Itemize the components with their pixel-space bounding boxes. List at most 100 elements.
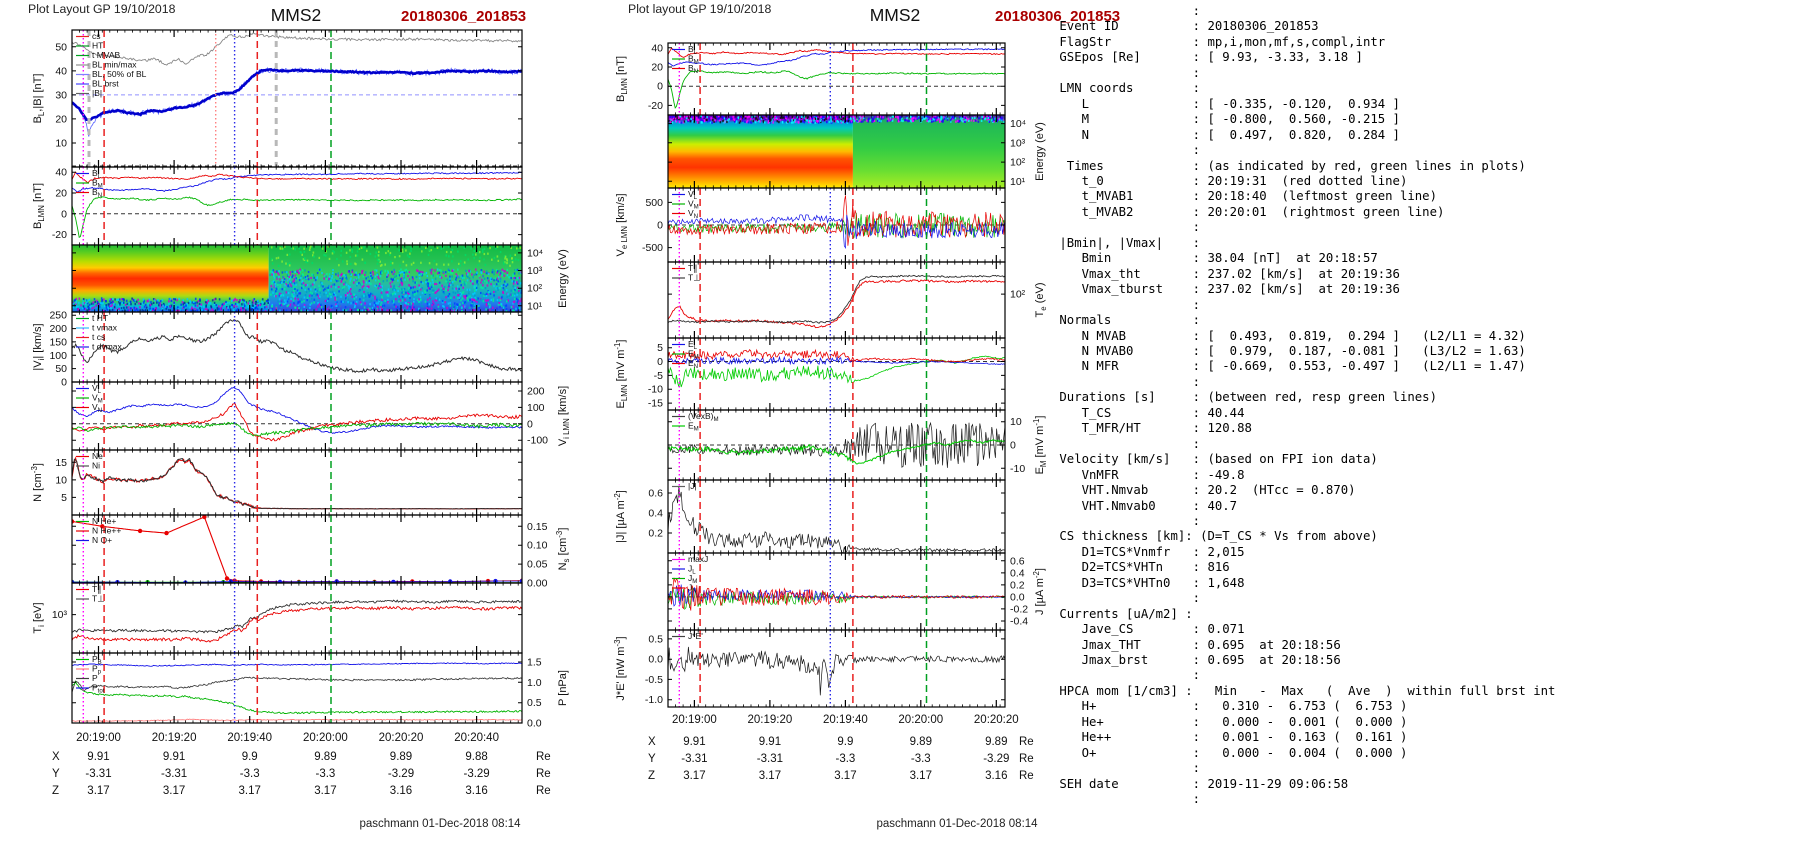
svg-text:N He++: N He++: [92, 526, 121, 536]
svg-text:BL: BL: [688, 44, 698, 56]
svg-text:EM: EM: [688, 349, 699, 361]
svg-text:0.5: 0.5: [648, 633, 663, 645]
svg-text:0: 0: [1010, 440, 1016, 452]
ephemeris-unit: Re: [536, 751, 551, 763]
svg-text:-5: -5: [654, 370, 663, 382]
svg-text:|J| [µA m-2]: |J| [µA m-2]: [613, 490, 627, 543]
svg-text:Energy (eV): Energy (eV): [557, 249, 569, 308]
x-axis-time-label: 20:19:40: [227, 732, 272, 744]
svg-text:t dvmax: t dvmax: [92, 342, 123, 352]
svg-text:10⁴: 10⁴: [1010, 118, 1026, 130]
svg-text:VN: VN: [92, 402, 102, 414]
svg-text:-20: -20: [648, 100, 663, 112]
ephemeris-value: 3.17: [910, 770, 932, 782]
svg-text:Ptot: Ptot: [92, 683, 105, 695]
ephemeris-value: -3.29: [983, 753, 1009, 765]
svg-text:VM: VM: [92, 393, 103, 405]
svg-text:20: 20: [55, 188, 67, 200]
svg-text:200: 200: [527, 386, 545, 398]
svg-text:10³: 10³: [1010, 137, 1026, 149]
ephemeris-value: -3.31: [681, 753, 707, 765]
svg-text:0: 0: [657, 81, 663, 93]
svg-text:Ns [cm-3]: Ns [cm-3]: [555, 528, 571, 571]
svg-text:BM: BM: [92, 178, 103, 190]
ephemeris-value: 3.17: [683, 770, 705, 782]
svg-text:0: 0: [527, 418, 533, 430]
svg-text:EN: EN: [688, 358, 698, 370]
svg-text:N [cm-3]: N [cm-3]: [30, 463, 44, 502]
x-axis-time-label: 20:20:40: [454, 732, 499, 744]
fig-left-layout-label: Plot Layout GP 19/10/2018: [28, 2, 176, 16]
ephemeris-value: 3.17: [314, 785, 336, 797]
svg-text:T⊥: T⊥: [92, 594, 105, 604]
svg-text:Ni: Ni: [92, 461, 100, 471]
svg-text:Vi LMN [km/s]: Vi LMN [km/s]: [557, 386, 571, 446]
panel-j-dot-e: 0.5 0.0 -0.5 -1.0 J*E' [nW m-3] J*E': [613, 629, 1006, 708]
svg-text:BM: BM: [688, 54, 699, 66]
svg-text:50: 50: [55, 363, 67, 375]
ephemeris-value: 9.91: [87, 751, 109, 763]
svg-text:10: 10: [55, 474, 67, 486]
svg-text:EL: EL: [688, 339, 698, 351]
svg-text:10⁴: 10⁴: [527, 247, 543, 259]
svg-text:0: 0: [61, 377, 67, 389]
fig-left-title: MMS2: [270, 5, 322, 25]
ephemeris-value: 3.17: [759, 770, 781, 782]
svg-text:Te (eV): Te (eV): [1034, 283, 1048, 318]
ephemeris-value: 9.91: [683, 736, 705, 748]
ephemeris-row-label: Y: [52, 768, 60, 780]
svg-text:0.10: 0.10: [527, 540, 548, 552]
x-axis-time-label: 20:20:20: [379, 732, 424, 744]
x-axis-time-label: 20:20:00: [898, 714, 943, 726]
svg-text:0: 0: [657, 356, 663, 368]
svg-text:0.0: 0.0: [648, 654, 663, 666]
svg-text:BLMN [nT]: BLMN [nT]: [615, 56, 629, 102]
svg-text:100: 100: [527, 402, 545, 414]
svg-text:Ne: Ne: [92, 451, 103, 461]
svg-text:J*E' [nW m-3]: J*E' [nW m-3]: [613, 636, 627, 700]
svg-text:0.5: 0.5: [527, 697, 542, 709]
ephemeris-unit: Re: [536, 785, 551, 797]
svg-text:Ti [eV]: Ti [eV]: [32, 602, 46, 633]
ephemeris-row-label: X: [52, 751, 60, 763]
svg-text:15: 15: [55, 457, 67, 469]
svg-text:VM: VM: [688, 199, 699, 211]
ephemeris-value: 3.17: [163, 785, 185, 797]
svg-text:-100: -100: [527, 435, 548, 447]
ephemeris-value: 9.9: [837, 736, 853, 748]
svg-text:Ve LMN [km/s]: Ve LMN [km/s]: [615, 194, 629, 257]
svg-text:N O+: N O+: [92, 535, 112, 545]
ephemeris-value: 9.89: [390, 751, 412, 763]
svg-text:0.4: 0.4: [1010, 567, 1025, 579]
svg-text:-10: -10: [648, 384, 663, 396]
svg-text:5: 5: [657, 342, 663, 354]
svg-text:Pp: Pp: [92, 664, 102, 676]
svg-text:BL, 50% of BL: BL, 50% of BL: [92, 69, 147, 79]
svg-text:-0.4: -0.4: [1010, 616, 1028, 628]
panel-ion-temperature: 10³ Ti [eV] T∥T⊥: [32, 582, 523, 654]
svg-text:JM: JM: [688, 573, 697, 585]
svg-text:0.2: 0.2: [648, 528, 663, 540]
svg-text:0: 0: [657, 220, 663, 232]
ephemeris-row-label: Z: [52, 785, 59, 797]
svg-text:EM: EM: [688, 421, 699, 433]
svg-text:ELMN [mV m-1]: ELMN [mV m-1]: [613, 340, 629, 409]
ephemeris-value: -3.31: [757, 753, 783, 765]
svg-text:t HT: t HT: [92, 313, 108, 323]
svg-text:-0.2: -0.2: [1010, 603, 1028, 615]
panel-electron-energy-spectrogram: 10⁴ 10³ 10² 10¹ Energy (eV): [667, 114, 1046, 189]
svg-text:0.0: 0.0: [527, 718, 542, 730]
svg-text:40: 40: [55, 167, 67, 179]
ephemeris-row-label: X: [648, 736, 656, 748]
svg-text:0.6: 0.6: [648, 488, 663, 500]
ephemeris-value: -3.3: [315, 768, 335, 780]
fig-mid-layout-label: Plot layout GP 19/10/2018: [628, 2, 772, 16]
